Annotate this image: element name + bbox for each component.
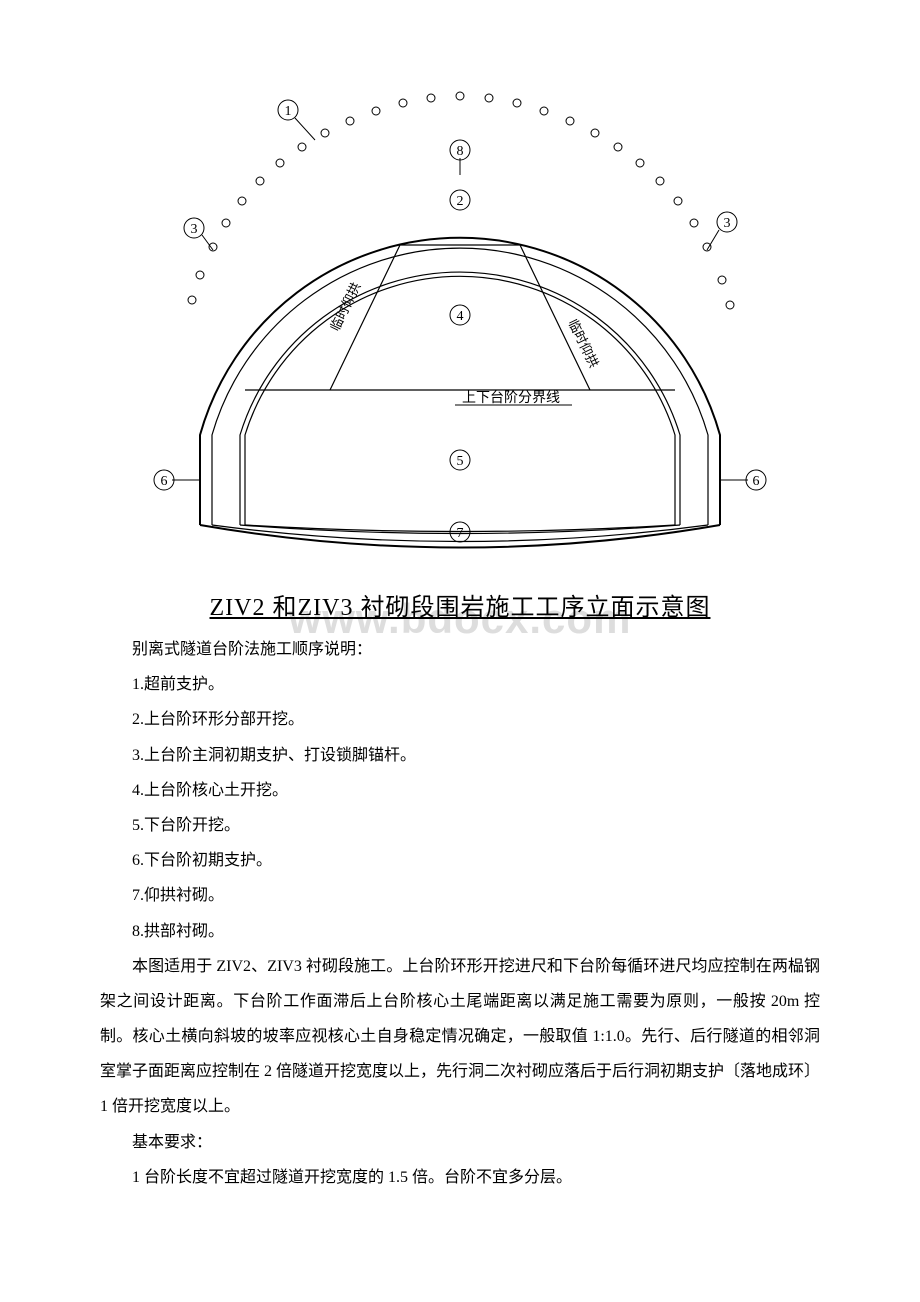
step-1: 1.超前支护。 [100,667,820,702]
step-8: 8.拱部衬砌。 [100,914,820,949]
svg-text:临时仰拱: 临时仰拱 [327,280,363,333]
svg-text:5: 5 [457,454,464,469]
svg-text:4: 4 [457,309,464,324]
step-2: 2.上台阶环形分部开挖。 [100,702,820,737]
step-6: 6.下台阶初期支护。 [100,843,820,878]
step-7: 7.仰拱衬砌。 [100,878,820,913]
step-5: 5.下台阶开挖。 [100,808,820,843]
step-4: 4.上台阶核心土开挖。 [100,773,820,808]
svg-text:7: 7 [457,526,464,541]
svg-text:8: 8 [457,144,464,159]
svg-text:2: 2 [457,194,464,209]
requirements-heading: 基本要求： [100,1125,820,1160]
svg-text:1: 1 [285,104,292,119]
svg-text:3: 3 [191,222,198,237]
diagram-title: ZIV2 和ZIV3 衬砌段围岩施工工序立面示意图 [100,587,820,622]
document-body: 别离式隧道台阶法施工顺序说明： 1.超前支护。 2.上台阶环形分部开挖。 3.上… [100,632,820,1195]
step-3: 3.上台阶主洞初期支护、打设锁脚锚杆。 [100,738,820,773]
main-paragraph: 本图适用于 ZIV2、ZIV3 衬砌段施工。上台阶环形开挖进尺和下台阶每循环进尺… [100,949,820,1125]
svg-text:6: 6 [161,474,168,489]
svg-text:上下台阶分界线: 上下台阶分界线 [462,390,560,406]
tunnel-diagram: 上下台阶分界线 临时仰拱 临时仰拱 1 8 2 3 3 4 5 6 6 7 ZI… [100,80,820,622]
lead-text: 别离式隧道台阶法施工顺序说明： [100,632,820,667]
svg-text:临时仰拱: 临时仰拱 [565,317,601,370]
requirement-1: 1 台阶长度不宜超过隧道开挖宽度的 1.5 倍。台阶不宜多分层。 [100,1160,820,1195]
svg-text:3: 3 [724,216,731,231]
svg-text:6: 6 [753,474,760,489]
